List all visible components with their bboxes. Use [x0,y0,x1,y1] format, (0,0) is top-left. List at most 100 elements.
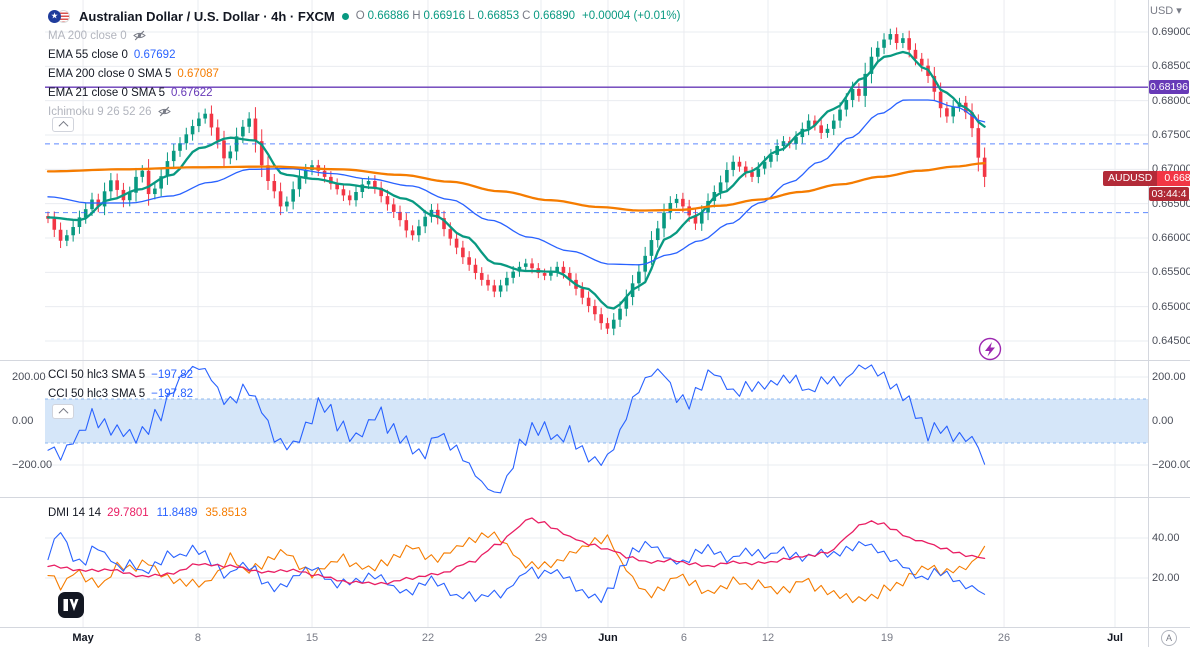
alert-price-label[interactable]: 0.68196 [1149,80,1189,95]
price-axis-unit-dropdown[interactable]: USD ▾ [1150,4,1182,17]
time-axis-tick: May [72,632,94,644]
candle [718,182,723,192]
candle [882,39,886,48]
candle [599,314,603,324]
candle [511,271,515,278]
ohlc-key: O [355,10,365,22]
candle [109,180,113,192]
main-legend: ★ Australian Dollar / U.S. Dollar · 4h ·… [48,6,680,121]
candle [743,166,748,173]
tradingview-logo[interactable] [58,592,84,618]
candle [159,176,163,189]
indicator-legend-row[interactable]: EMA 21 close 0 SMA 5 0.67622 [48,83,680,102]
candle [71,227,75,236]
indicator-legend-row[interactable]: MA 200 close 0 [48,26,680,45]
candle [58,229,63,241]
price-axis-tick: 0.65000 [1152,300,1190,313]
last-price-label: AUDUSD 0.66890 [1103,171,1190,186]
candle [530,263,534,269]
candle [498,285,503,292]
dmi-line--DI [47,531,986,604]
indicator-name: CCI 50 hlc3 SMA 5 [48,387,146,400]
ohlc-key: L [468,10,475,22]
indicator-value: 0.67622 [170,86,213,99]
indicator-value: 0.67692 [133,48,176,61]
candle [417,226,421,236]
candle [134,176,138,193]
candle [945,108,949,117]
candle [303,170,308,178]
candle [505,277,509,286]
candle [976,128,981,158]
candle [423,216,427,227]
candle [938,91,943,109]
candle [266,165,270,182]
quick-trade-lightning-icon[interactable] [978,337,1002,361]
dmi-value: 11.8489 [156,506,198,519]
ma-line [46,162,986,212]
dmi-indicator-name[interactable]: DMI 14 14 [48,506,102,519]
indicator-legend-row[interactable]: EMA 200 close 0 SMA 5 0.67087 [48,64,680,83]
candle [769,154,773,162]
candle [674,198,679,203]
cci-legend: CCI 50 hlc3 SMA 5 −197.82 CCI 50 hlc3 SMA … [48,365,193,403]
symbol-title[interactable]: Australian Dollar / U.S. Dollar · 4h · F… [79,8,335,24]
candle [146,170,151,195]
candle [894,34,899,43]
time-axis-tick: 26 [997,632,1011,644]
candle [637,271,641,284]
main-legend-collapse-button[interactable] [52,117,74,132]
dmi-values: 29.7801 11.8489 35.8513 [107,507,247,519]
candle [819,125,823,133]
indicator-name: Ichimoku 9 26 52 26 [48,105,152,118]
dmi-value: 35.8513 [205,506,247,519]
candle [567,273,572,280]
candle [278,191,283,207]
candle [115,180,119,190]
cci-legend-row[interactable]: CCI 50 hlc3 SMA 5 −197.82 [48,365,193,384]
time-axis-tick: Jul [1107,632,1123,644]
candle [649,240,654,256]
indicator-legend-row[interactable]: Ichimoku 9 26 52 26 [48,102,680,121]
candle [756,168,761,177]
candle [838,109,842,121]
candle [209,113,214,128]
ohlc-value: 0.66890 [533,10,575,22]
cci-legend-collapse-button[interactable] [52,404,74,419]
candle [731,161,735,171]
time-axis-mode-button[interactable]: A [1161,630,1177,646]
candle [385,196,390,205]
candle [611,319,616,329]
eye-off-icon[interactable] [157,106,171,117]
time-axis-tick: 8 [194,632,202,644]
candle [379,187,383,197]
cci-axis-tick: −200.00 [1152,459,1190,471]
candle [329,176,333,184]
candle [901,38,905,43]
candle [102,191,107,207]
eye-off-icon[interactable] [132,30,146,41]
indicator-name: MA 200 close 0 [48,29,127,42]
candle [850,88,855,100]
candle [618,308,622,320]
indicator-legend-row[interactable]: EMA 55 close 0 0.67692 [48,45,680,64]
candle [190,126,195,135]
cci-axis-tick-left: 0.00 [12,415,34,427]
price-axis-tick: 0.68000 [1152,94,1190,107]
candle [523,263,528,267]
indicator-name: EMA 21 close 0 SMA 5 [48,86,165,99]
cci-legend-row[interactable]: CCI 50 hlc3 SMA 5 −197.82 [48,384,193,403]
ma-line [46,50,986,310]
ohlc-key: H [412,10,421,22]
candle [486,279,490,286]
candle [913,49,918,59]
candle [391,204,396,212]
candle [404,220,409,231]
candle [398,211,402,221]
chevron-down-icon: ▾ [1176,5,1182,17]
candle [291,189,295,202]
ohlc-values: O 0.66886 H 0.66916 L 0.66853 C 0.66890 [356,10,575,22]
candle [586,297,591,306]
candle [259,141,264,166]
